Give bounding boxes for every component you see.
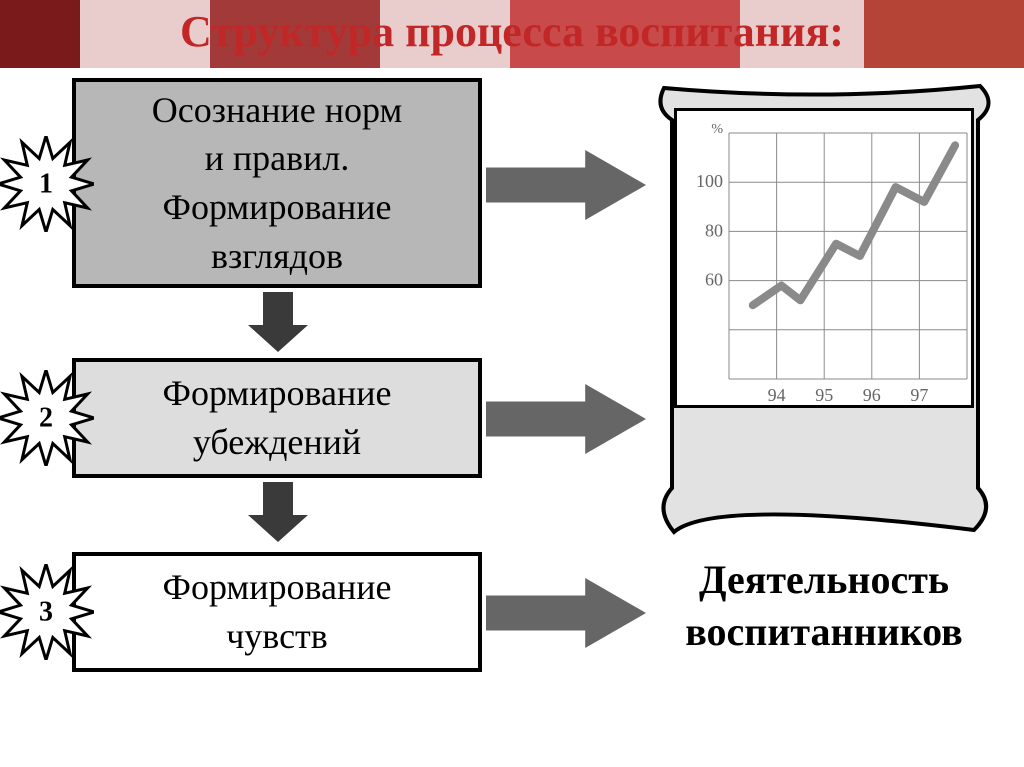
stage-2-text: Формированиеубеждений xyxy=(163,369,392,466)
svg-text:%: % xyxy=(711,122,723,137)
diagram-canvas: Осознание норми правил.Формированиевзгля… xyxy=(0,78,1024,767)
svg-text:2: 2 xyxy=(39,403,53,434)
svg-text:1: 1 xyxy=(39,169,53,200)
svg-text:60: 60 xyxy=(705,270,723,290)
svg-text:95: 95 xyxy=(815,385,833,405)
stage-box-2: Формированиеубеждений xyxy=(72,358,482,478)
svg-text:97: 97 xyxy=(910,385,928,405)
arrow-down-1 xyxy=(248,292,308,352)
star-badge-3: 3 xyxy=(0,564,94,660)
svg-text:96: 96 xyxy=(863,385,881,405)
result-chart: 100 80 60% 94 95 96 97 xyxy=(674,108,974,408)
star-badge-1: 1 xyxy=(0,136,94,232)
stage-box-1: Осознание норми правил.Формированиевзгля… xyxy=(72,78,482,288)
star-badge-2: 2 xyxy=(0,370,94,466)
result-panel: 100 80 60% 94 95 96 97 xyxy=(644,78,1004,548)
arrow-down-2 xyxy=(248,482,308,542)
stage-box-3: Формированиечувств xyxy=(72,552,482,672)
arrow-right-2 xyxy=(486,384,646,454)
svg-text:94: 94 xyxy=(768,385,786,405)
svg-text:3: 3 xyxy=(39,597,53,628)
arrow-right-3 xyxy=(486,578,646,648)
svg-text:100: 100 xyxy=(696,171,723,191)
arrow-right-1 xyxy=(486,150,646,220)
chart-svg: 100 80 60% 94 95 96 97 xyxy=(677,111,977,411)
svg-text:80: 80 xyxy=(705,220,723,240)
result-label: Деятельностьвоспитанников xyxy=(634,554,1014,658)
slide-title: Структура процесса воспитания: xyxy=(0,6,1024,57)
stage-1-text: Осознание норми правил.Формированиевзгля… xyxy=(152,86,402,280)
stage-3-text: Формированиечувств xyxy=(163,563,392,660)
result-label-text: Деятельностьвоспитанников xyxy=(685,557,963,654)
